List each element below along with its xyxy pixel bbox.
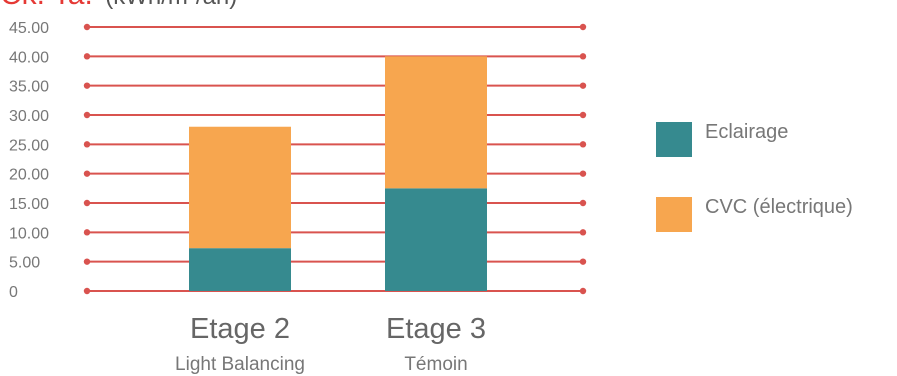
y-tick-label: 25.00 bbox=[9, 137, 49, 154]
gridline-end-dot bbox=[579, 53, 587, 60]
gridline-start-dot bbox=[83, 287, 91, 295]
bar-segment-cvc bbox=[189, 126, 291, 249]
legend-label: Eclairage bbox=[705, 121, 788, 143]
gridline-end-dot bbox=[579, 258, 587, 265]
gridline-start-dot bbox=[83, 199, 91, 207]
chart-title-main: Ck. Ta. bbox=[0, 0, 93, 11]
y-tick-label: 40.00 bbox=[9, 49, 49, 66]
legend-label: CVC (électrique) bbox=[705, 196, 853, 218]
legend: Eclairage CVC (électrique) bbox=[656, 121, 853, 232]
y-tick-label: 35.00 bbox=[9, 79, 49, 96]
gridline-start-dot bbox=[83, 82, 91, 89]
y-tick-label: 5.00 bbox=[9, 255, 40, 272]
y-tick-label: 0 bbox=[9, 284, 18, 301]
gridline-end-dot bbox=[579, 287, 587, 295]
x-category-label: Etage 3 bbox=[386, 313, 486, 345]
y-tick-label: 15.00 bbox=[9, 196, 49, 213]
gridline-end-dot bbox=[579, 170, 587, 177]
bar-segment-cvc bbox=[385, 56, 487, 189]
y-tick-label: 30.00 bbox=[9, 108, 49, 125]
bar-segment-eclairage bbox=[385, 188, 487, 291]
gridline-start-dot bbox=[83, 170, 91, 177]
chart-title-unit: (kWh/m²/an) bbox=[105, 0, 237, 10]
x-category-label: Etage 2 bbox=[190, 313, 290, 345]
gridline-end-dot bbox=[579, 141, 587, 148]
legend-swatch bbox=[656, 197, 692, 232]
y-axis-tick-labels: 0 5.00 10.00 15.00 20.00 25.00 30.00 35.00 40.00… bbox=[9, 20, 49, 301]
gridline-start-dot bbox=[83, 111, 91, 119]
gridline-end-dot bbox=[579, 82, 587, 89]
gridline-end-dot bbox=[579, 111, 587, 119]
x-category-sublabel: Light Balancing bbox=[175, 354, 305, 375]
gridline-start-dot bbox=[83, 258, 91, 265]
gridline-start-dot bbox=[83, 23, 91, 31]
gridlines bbox=[83, 23, 587, 295]
legend-swatch bbox=[656, 122, 692, 157]
gridline-start-dot bbox=[83, 229, 91, 236]
gridline-start-dot bbox=[83, 141, 91, 148]
chart-title: Ck. Ta. (kWh/m²/an) bbox=[0, 0, 237, 11]
gridline-end-dot bbox=[579, 23, 587, 31]
gridline-end-dot bbox=[579, 199, 587, 207]
y-tick-label: 20.00 bbox=[9, 167, 49, 184]
bar-segment-eclairage bbox=[189, 248, 291, 291]
gridline-end-dot bbox=[579, 229, 587, 236]
y-tick-label: 45.00 bbox=[9, 20, 49, 37]
bars bbox=[189, 56, 487, 291]
x-category-sublabel: Témoin bbox=[404, 354, 467, 375]
gridline-start-dot bbox=[83, 53, 91, 60]
x-axis-category-labels: Etage 2 Light Balancing Etage 3 Témoin bbox=[175, 313, 486, 375]
y-tick-label: 10.00 bbox=[9, 225, 49, 242]
